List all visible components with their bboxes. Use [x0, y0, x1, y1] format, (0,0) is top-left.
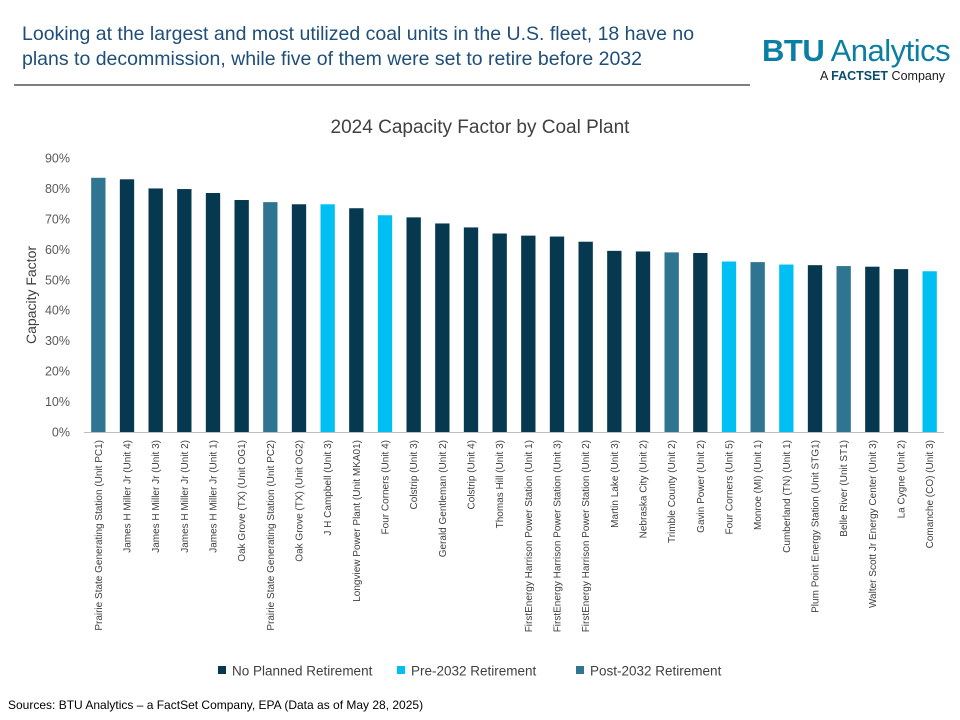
y-tick-label: 90% [45, 152, 70, 166]
x-tick-label: Belle River (Unit ST1) [839, 440, 850, 537]
bar [205, 193, 221, 432]
legend-swatch [576, 666, 584, 674]
legend-label: Post-2032 Retirement [590, 664, 722, 679]
logo-brand-bold: BTU [762, 33, 825, 68]
y-tick-label: 10% [45, 395, 70, 409]
y-tick-label: 20% [45, 365, 70, 379]
logo-sub-prefix: A [820, 69, 832, 83]
x-tick-label: La Cygne (Unit 2) [897, 440, 908, 518]
x-tick-label: Colstrip (Unit 4) [467, 440, 478, 509]
x-tick-label: Cumberland (TN) (Unit 1) [782, 440, 793, 553]
x-tick-label: Colstrip (Unit 3) [409, 440, 420, 509]
y-tick-label: 80% [45, 182, 70, 196]
bar [492, 233, 507, 432]
x-tick-label: James H Miller Jr (Unit 2) [180, 440, 191, 553]
x-tick-label: Prairie State Generating Station (Unit P… [266, 440, 277, 631]
bar [865, 266, 880, 432]
x-tick-label: Four Corners (Unit 4) [381, 440, 392, 534]
x-tick-label: Walter Scott Jr Energy Center (Unit 3) [868, 440, 879, 608]
x-tick-label: J H Campbell (Unit 3) [323, 440, 334, 536]
x-tick-label: Nebraska City (Unit 2) [639, 440, 650, 538]
x-tick-label: Gerald Gentleman (Unit 2) [438, 440, 449, 557]
legend-swatch [218, 666, 226, 674]
bar [807, 265, 823, 432]
bar [263, 202, 278, 432]
x-tick-label: Plum Point Energy Station (Unit STG1) [811, 440, 822, 613]
y-tick-label: 50% [45, 273, 70, 287]
bar [119, 179, 135, 432]
legend-label: No Planned Retirement [232, 664, 373, 679]
x-tick-label: Martin Lake (Unit 3) [610, 440, 621, 528]
bar [693, 252, 708, 432]
logo-sub-suffix: Company [888, 69, 946, 83]
x-tick-label: FirstEnergy Harrison Power Station (Unit… [553, 440, 564, 632]
bar [234, 200, 249, 432]
bar [893, 269, 909, 432]
chart-title: 2024 Capacity Factor by Coal Plant [331, 117, 631, 138]
y-tick-label: 40% [45, 304, 70, 318]
legend-label: Pre-2032 Retirement [411, 664, 537, 679]
x-tick-label: James H Miller Jr (Unit 1) [209, 440, 220, 553]
y-tick-label: 0% [52, 426, 70, 440]
bar [320, 204, 335, 432]
bar [836, 266, 851, 432]
legend-swatch [397, 666, 405, 674]
bar [91, 177, 106, 432]
bar [635, 251, 651, 432]
bar [922, 271, 937, 432]
bar [721, 261, 737, 432]
x-tick-label: Trimble County (Unit 2) [667, 440, 678, 543]
y-tick-label: 60% [45, 243, 70, 257]
bar [291, 204, 307, 432]
bar [377, 215, 393, 432]
logo-tagline: A FACTSET Company [820, 69, 952, 83]
x-tick-label: James H Miller Jr (Unit 3) [151, 440, 162, 553]
x-tick-label: Thomas Hill (Unit 3) [495, 440, 506, 528]
bar [578, 241, 593, 432]
btu-analytics-logo: BTU Analytics A FACTSET Company [762, 34, 952, 84]
x-tick-label: James H Miller Jr (Unit 4) [123, 440, 134, 553]
y-axis-label: Capacity Factor [23, 246, 39, 344]
bar [664, 252, 679, 432]
x-tick-label: Four Corners (Unit 5) [725, 440, 736, 534]
x-tick-label: Oak Grove (TX) (Unit OG2) [295, 440, 306, 562]
x-tick-label: FirstEnergy Harrison Power Station (Unit… [581, 440, 592, 632]
y-tick-label: 70% [45, 212, 70, 226]
bar [177, 189, 192, 432]
x-tick-label: FirstEnergy Harrison Power Station (Unit… [524, 440, 535, 632]
source-note: Sources: BTU Analytics – a FactSet Compa… [8, 698, 424, 712]
bar [521, 235, 536, 432]
headline: Looking at the largest and most utilized… [22, 23, 695, 70]
bar [549, 236, 565, 432]
bar [148, 188, 163, 432]
bar [406, 217, 421, 432]
bar [607, 250, 622, 432]
bar [750, 262, 765, 432]
bar [463, 227, 479, 432]
bar [435, 223, 450, 432]
logo-wordmark: BTU Analytics [762, 34, 952, 68]
x-tick-label: Monroe (MI) (Unit 1) [753, 440, 764, 530]
x-tick-label: Comanche (CO) (Unit 3) [925, 440, 936, 548]
x-tick-label: Oak Grove (TX) (Unit OG1) [237, 440, 248, 562]
y-tick-label: 30% [45, 334, 70, 348]
x-tick-label: Gavin Power (Unit 2) [696, 440, 707, 533]
logo-sub-bold: FACTSET [831, 69, 889, 83]
bar [779, 264, 794, 432]
bar [349, 208, 364, 432]
logo-brand-rest: Analytics [824, 33, 951, 68]
x-tick-label: Prairie State Generating Station (Unit P… [94, 440, 105, 631]
x-tick-label: Longview Power Plant (Unit MKA01) [352, 440, 363, 602]
title-divider [14, 84, 750, 86]
